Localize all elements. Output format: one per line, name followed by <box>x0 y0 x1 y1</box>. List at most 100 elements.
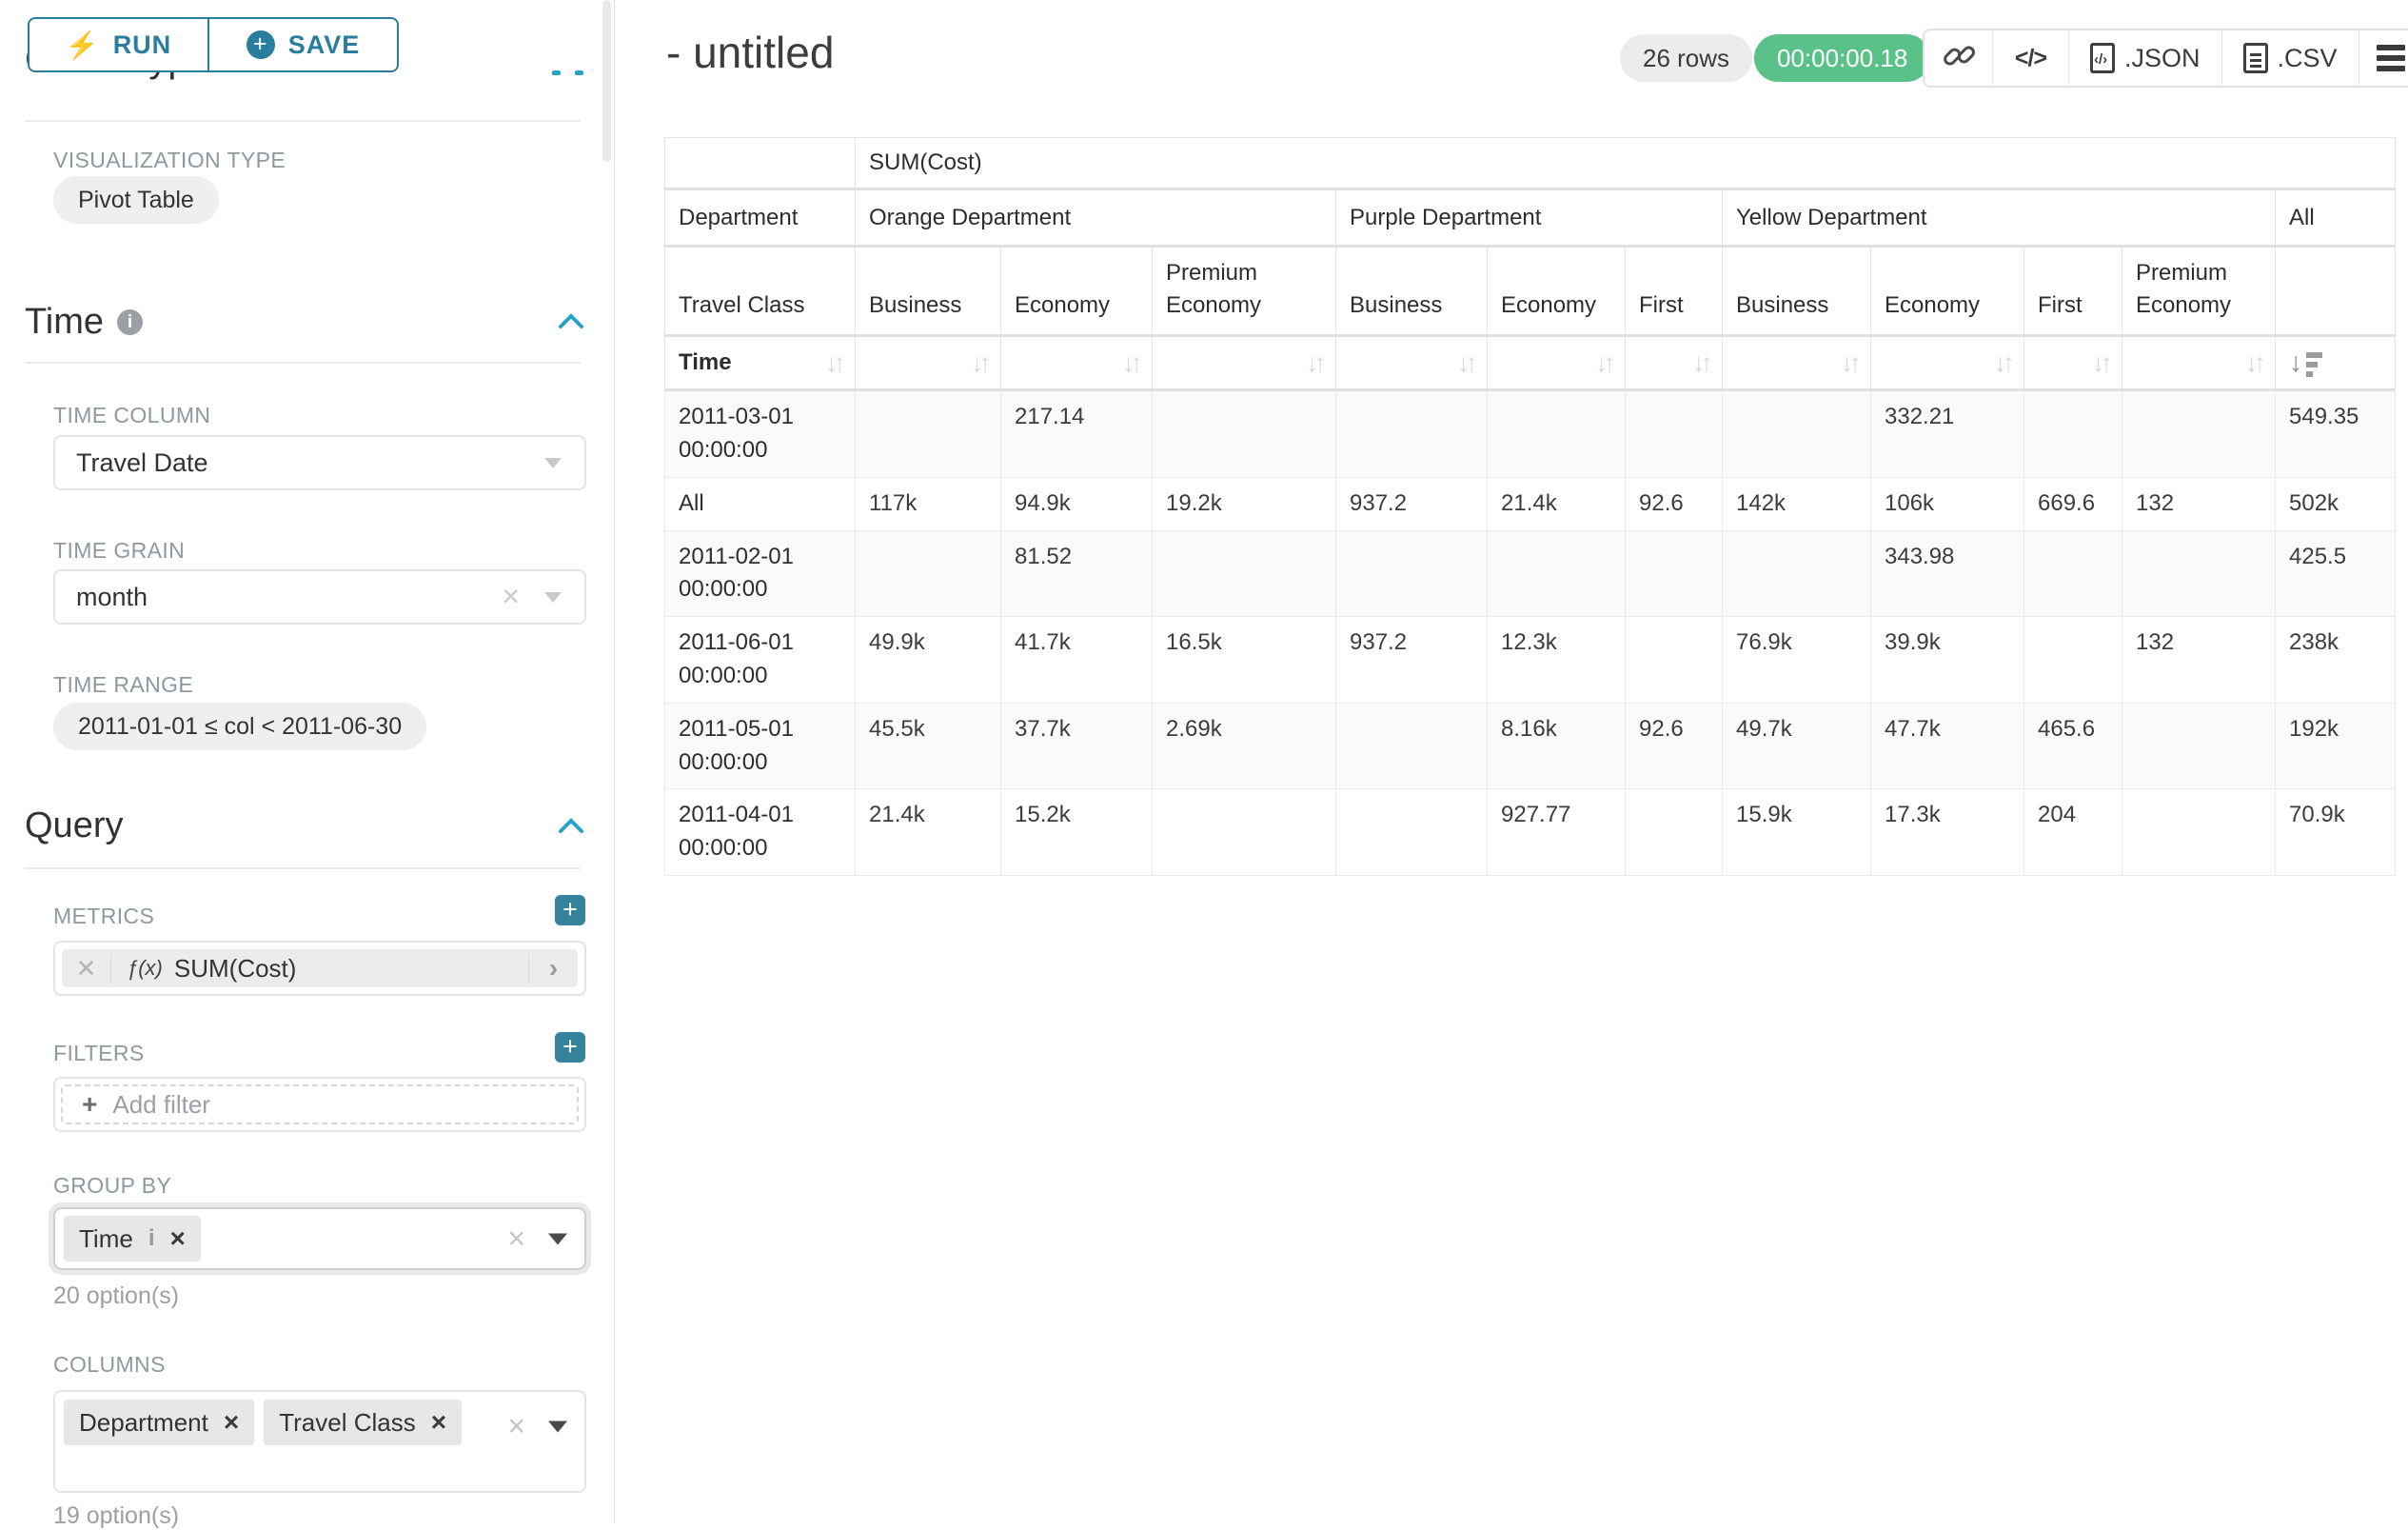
column-sort-header[interactable]: ↓↑ <box>1625 335 1723 392</box>
travel-class-header: First <box>2023 245 2122 338</box>
pivot-corner-cell <box>664 137 856 190</box>
sort-icon[interactable]: ↓↑ <box>825 348 846 377</box>
save-button-label: SAVE <box>287 30 361 59</box>
value-cell: 132 <box>2122 476 2276 531</box>
value-cell <box>1625 389 1723 478</box>
lightning-bolt-icon <box>66 30 100 61</box>
control-panel-sidebar: Chart Type RUN + SAVE VISUALIZATION TYPE… <box>0 0 615 1529</box>
value-cell: 465.6 <box>2023 702 2122 790</box>
columns-select[interactable]: Department × Travel Class × × <box>53 1390 586 1493</box>
value-cell: 332.21 <box>1870 389 2024 478</box>
sort-icon[interactable]: ↓↑ <box>971 348 992 377</box>
column-sort-header[interactable]: ↓↑ <box>855 335 1001 392</box>
column-sort-header[interactable]: ↓↑ <box>1870 335 2024 392</box>
add-filter-plus-button[interactable]: + <box>555 1032 585 1063</box>
sort-icon[interactable]: ↓↑ <box>1122 348 1143 377</box>
column-sort-header[interactable]: ↓↑ <box>2023 335 2122 392</box>
menu-button[interactable] <box>2359 30 2408 86</box>
value-cell: 425.5 <box>2275 529 2396 618</box>
column-sort-header[interactable]: ↓↑ <box>1487 335 1626 392</box>
row-header-cell: 2011-06-01 00:00:00 <box>664 616 856 704</box>
sort-icon[interactable]: ↓↑ <box>1841 348 1862 377</box>
time-column-label: TIME COLUMN <box>53 403 211 427</box>
remove-metric-icon[interactable]: ✕ <box>62 953 111 984</box>
remove-icon[interactable]: × <box>223 1407 240 1437</box>
expand-chevron-icon[interactable]: › <box>528 953 578 984</box>
table-row: 2011-06-01 00:00:00 49.9k 41.7k 16.5k 937.2 1… <box>664 616 2396 704</box>
sort-icon[interactable]: ↓↑ <box>1692 348 1713 377</box>
value-cell: 106k <box>1870 476 2024 531</box>
column-sort-header[interactable]: ↓↑ <box>1335 335 1488 392</box>
value-cell: 17.3k <box>1870 788 2024 876</box>
save-button[interactable]: + SAVE <box>208 17 399 72</box>
time-range-value[interactable]: 2011-01-01 ≤ col < 2011-06-30 <box>53 703 427 750</box>
value-cell: 21.4k <box>855 788 1001 876</box>
pivot-table: SUM(Cost) Department Orange Department Purp… <box>664 137 2396 876</box>
value-cell: 669.6 <box>2023 476 2122 531</box>
view-query-button[interactable]: </> <box>1993 30 2069 86</box>
time-grain-value: month <box>76 582 148 611</box>
sort-descending-icon[interactable]: ↓ <box>2289 348 2381 377</box>
department-group-header: Yellow Department <box>1722 189 2276 248</box>
column-sort-header[interactable]: ↓↑ <box>1722 335 1871 392</box>
value-cell: 502k <box>2275 476 2396 531</box>
value-cell <box>1722 529 1871 618</box>
page-title[interactable]: - untitled <box>666 28 835 77</box>
selected-value-pill[interactable]: Travel Class × <box>264 1400 463 1445</box>
add-metric-button[interactable]: + <box>555 895 585 925</box>
collapse-chevron-icon[interactable] <box>558 312 584 329</box>
time-grain-select[interactable]: month × <box>53 569 586 625</box>
table-row: 2011-05-01 00:00:00 45.5k 37.7k 2.69k 8.16k 9… <box>664 702 2396 790</box>
column-sort-header[interactable]: ↓↑ <box>2122 335 2276 392</box>
sort-icon[interactable]: ↓↑ <box>1306 348 1327 377</box>
row-count-badge: 26 rows <box>1620 34 1753 82</box>
clear-icon[interactable]: × <box>502 578 520 613</box>
plus-circle-icon: + <box>246 30 275 59</box>
all-column-header: All <box>2275 189 2396 248</box>
sort-icon[interactable]: ↓↑ <box>1595 348 1616 377</box>
row-dimension-sort-header[interactable]: Time ↓↑ <box>664 335 856 392</box>
group-by-select[interactable]: Time i × × <box>53 1207 586 1270</box>
remove-icon[interactable]: × <box>169 1223 186 1253</box>
time-column-select[interactable]: Travel Date <box>53 435 586 490</box>
sort-icon[interactable]: ↓↑ <box>1457 348 1478 377</box>
columns-label: COLUMNS <box>53 1352 166 1377</box>
column-sort-header[interactable]: ↓↑ <box>1152 335 1336 392</box>
column-sort-header[interactable]: ↓↑ <box>1000 335 1153 392</box>
value-cell: 238k <box>2275 616 2396 704</box>
selected-value-pill[interactable]: Department × <box>64 1400 255 1445</box>
visualization-type-value[interactable]: Pivot Table <box>53 176 219 224</box>
collapse-chevron-icon[interactable] <box>558 817 584 834</box>
time-section-title: Time <box>25 302 105 342</box>
value-cell: 39.9k <box>1870 616 2024 704</box>
value-cell: 16.5k <box>1152 616 1336 704</box>
travel-class-header: Business <box>855 245 1001 338</box>
export-csv-button[interactable]: .CSV <box>2222 30 2359 86</box>
run-button[interactable]: RUN <box>28 17 208 72</box>
value-cell <box>1335 529 1488 618</box>
sort-icon[interactable]: ↓↑ <box>2245 348 2266 377</box>
value-cell <box>1335 702 1488 790</box>
remove-icon[interactable]: × <box>430 1407 447 1437</box>
sidebar-scrollbar-thumb[interactable] <box>602 0 611 162</box>
value-cell: 217.14 <box>1000 389 1153 478</box>
pivot-table-container: SUM(Cost) Department Orange Department Purp… <box>664 137 2396 876</box>
table-row: All 117k 94.9k 19.2k 937.2 21.4k 92.6 142k 106k 6… <box>664 476 2396 531</box>
value-cell: 49.7k <box>1722 702 1871 790</box>
value-cell <box>2023 389 2122 478</box>
section-divider <box>25 362 581 364</box>
copy-link-button[interactable] <box>1924 30 1993 86</box>
clear-icon[interactable]: × <box>507 1408 525 1443</box>
sort-icon[interactable]: ↓↑ <box>2092 348 2113 377</box>
metric-pill[interactable]: ✕ ƒ(x) SUM(Cost) › <box>62 949 578 987</box>
column-sort-header-active[interactable]: ↓ <box>2275 335 2396 392</box>
value-cell <box>855 529 1001 618</box>
add-filter-button[interactable]: + Add filter <box>61 1084 579 1124</box>
selected-value-pill[interactable]: Time i × <box>64 1216 201 1262</box>
export-json-button[interactable]: .JSON <box>2069 30 2222 86</box>
chevron-up-icon[interactable] <box>575 70 583 75</box>
clear-icon[interactable]: × <box>507 1221 525 1256</box>
sort-icon[interactable]: ↓↑ <box>1994 348 2015 377</box>
info-icon[interactable]: i <box>148 1225 155 1251</box>
chevron-up-icon[interactable] <box>552 70 561 75</box>
